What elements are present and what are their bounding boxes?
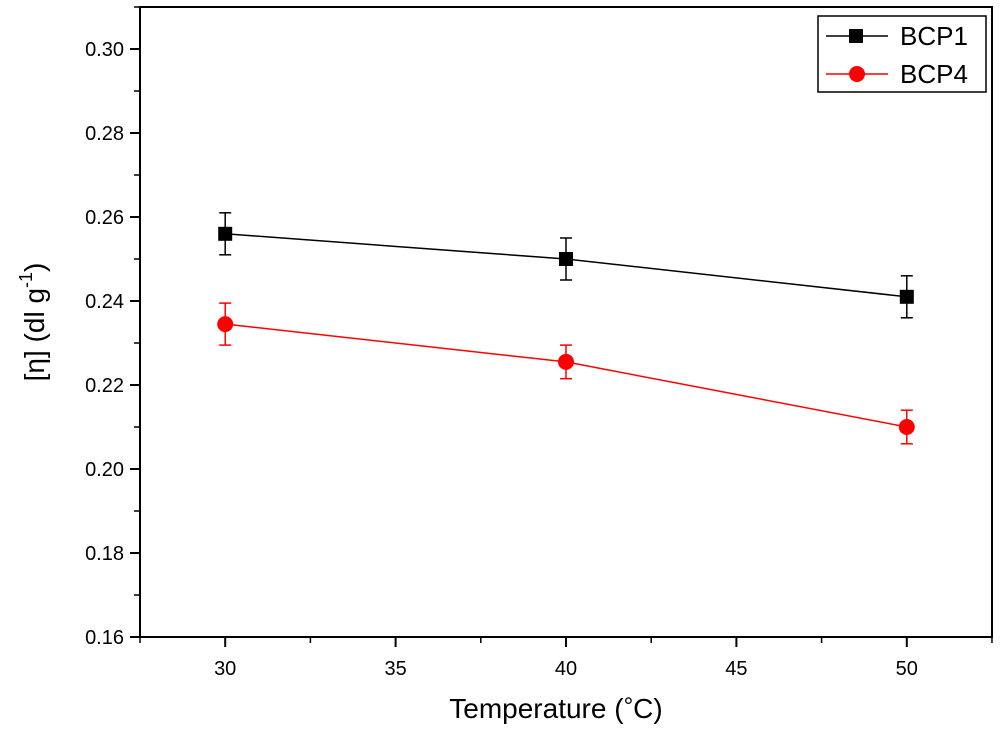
y-tick-label: 0.22 xyxy=(85,375,124,397)
series-layer xyxy=(217,212,915,445)
y-tick-label: 0.20 xyxy=(85,459,124,481)
y-axis: 0.16 0.18 0.20 0.22 0.24 0.26 0.28 0.30 xyxy=(85,6,140,649)
x-tick-label: 35 xyxy=(384,658,406,680)
data-point-bcp1 xyxy=(218,226,233,241)
y-tick-label: 0.28 xyxy=(85,123,124,145)
y-tick-label: 0.24 xyxy=(85,291,124,313)
x-tick-label: 30 xyxy=(214,658,236,680)
x-tick-label: 50 xyxy=(896,658,918,680)
data-point-bcp4 xyxy=(217,316,234,333)
y-tick-label: 0.30 xyxy=(85,39,124,61)
y-tick-label: 0.16 xyxy=(85,627,124,649)
data-point-bcp1 xyxy=(899,289,914,304)
legend-box xyxy=(817,15,987,93)
y-tick-label: 0.18 xyxy=(85,543,124,565)
y-tick-label: 0.26 xyxy=(85,207,124,229)
data-point-bcp4 xyxy=(898,419,915,435)
x-axis-title: Temperature (°C) xyxy=(449,693,662,724)
legend: BCP1 BCP4 xyxy=(817,15,987,93)
legend-label-bcp4: BCP4 xyxy=(900,59,968,89)
x-axis: 30 35 40 45 50 xyxy=(139,637,993,680)
data-point-bcp1 xyxy=(559,252,573,266)
y-axis-title: [η] (dl g-1) xyxy=(16,263,50,382)
plot-frame xyxy=(139,6,993,638)
legend-marker-bcp1 xyxy=(849,29,863,43)
legend-marker-bcp4 xyxy=(849,66,865,82)
legend-label-bcp1: BCP1 xyxy=(900,21,968,51)
x-tick-label: 45 xyxy=(725,658,747,680)
x-tick-label: 40 xyxy=(555,658,577,680)
data-point-bcp4 xyxy=(558,353,574,370)
